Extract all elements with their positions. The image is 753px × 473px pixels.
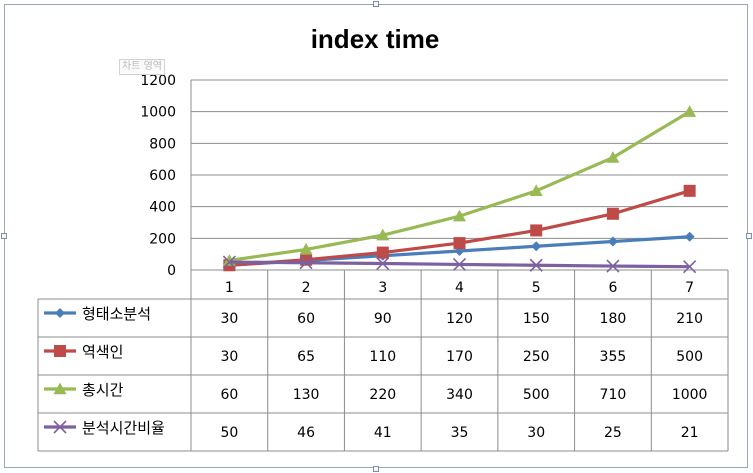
table-cell-value: 30 (527, 425, 545, 441)
table-cell-value: 180 (600, 311, 627, 327)
table-cell-value: 90 (374, 311, 392, 327)
point-marker (683, 105, 697, 117)
table-cell-value: 150 (523, 311, 550, 327)
point-marker (54, 345, 66, 357)
resize-handle-left[interactable] (1, 233, 7, 239)
point-marker (606, 207, 619, 220)
point-marker (299, 256, 313, 270)
point-marker (376, 246, 389, 259)
marker-stroke (376, 256, 390, 271)
table-cell-value: 500 (523, 387, 550, 403)
point-marker (55, 308, 65, 318)
table-cell-value: 50 (220, 425, 238, 441)
marker-stroke (452, 257, 467, 272)
table-cell-value: 65 (297, 349, 315, 365)
point-marker (300, 253, 313, 266)
table-cell-value: 30 (220, 349, 238, 365)
marker-stroke (606, 259, 620, 273)
series-4 (222, 255, 697, 274)
table-cell-value: 41 (374, 425, 392, 441)
table-cell-value: 355 (600, 349, 627, 365)
chart-title: index time (311, 24, 440, 54)
point-marker (530, 224, 543, 237)
table-cell-value: 130 (293, 387, 320, 403)
point-marker (607, 236, 618, 247)
legend-label: 형태소분석 (82, 305, 151, 323)
point-marker (376, 256, 390, 271)
table-cell-value: 110 (369, 349, 396, 365)
legend-label: 역색인 (82, 343, 123, 361)
point-marker (222, 255, 236, 269)
point-marker (299, 242, 313, 255)
marker-stroke (53, 420, 67, 434)
table-cell-value: 60 (297, 311, 315, 327)
legend-label: 총시간 (82, 381, 124, 399)
series-2 (223, 184, 696, 272)
point-marker (529, 258, 543, 272)
resize-handle-top[interactable] (373, 1, 379, 7)
marker-stroke (222, 255, 236, 269)
point-marker (606, 259, 620, 273)
y-tick-label: 800 (149, 136, 176, 152)
point-marker (529, 184, 543, 197)
data-table: 1 2 3 4 5 6 7 형태소분석 30 60 90 120 150 180 210 역색인 30 65 110… (37, 269, 729, 452)
marker-stroke (299, 256, 313, 270)
y-tick-label: 600 (149, 168, 176, 184)
table-cell-value: 500 (676, 349, 703, 365)
y-tick-label: 1000 (140, 105, 176, 121)
table-cell-value: 170 (446, 349, 473, 365)
table-cell-value: 35 (451, 425, 469, 441)
x-tick-label: 6 (608, 280, 617, 296)
point-marker (53, 420, 67, 434)
point-marker (683, 184, 696, 197)
table-cell-value: 30 (220, 311, 238, 327)
x-tick-label: 7 (685, 280, 694, 296)
marker-stroke (683, 260, 697, 274)
table-cell-value: 1000 (672, 387, 708, 403)
point-marker (453, 209, 466, 222)
table-cell-value: 21 (681, 425, 699, 441)
table-cell-value: 46 (297, 425, 315, 441)
point-marker (684, 231, 695, 242)
legend-label: 분석시간비율 (82, 419, 165, 437)
resize-handle-bottom[interactable] (373, 466, 379, 472)
point-marker (376, 228, 390, 241)
plot-series (222, 105, 697, 274)
y-tick-label: 0 (167, 263, 176, 279)
table-cell-value: 60 (220, 387, 238, 403)
table-cell-value: 120 (446, 311, 473, 327)
point-marker (531, 241, 542, 252)
point-marker (452, 257, 467, 272)
table-cell-value: 710 (600, 387, 627, 403)
marker-stroke (529, 258, 543, 272)
x-tick-label: 4 (455, 280, 464, 296)
x-tick-label: 1 (225, 280, 234, 296)
chart-area-tooltip: 차트 영역 (119, 59, 165, 75)
table-cell-value: 340 (446, 387, 473, 403)
x-tick-label: 3 (378, 280, 387, 296)
y-tick-label: 400 (149, 200, 176, 216)
x-tick-label: 5 (532, 280, 541, 296)
table-cell-value: 210 (676, 311, 703, 327)
resize-handle-right[interactable] (746, 233, 752, 239)
table-cell-value: 220 (369, 387, 396, 403)
point-marker (683, 260, 697, 274)
point-marker (53, 382, 67, 395)
series-3 (222, 105, 697, 266)
table-cell-value: 250 (523, 349, 550, 365)
y-tick-label: 1200 (140, 73, 176, 89)
point-marker (453, 237, 466, 250)
point-marker (606, 151, 620, 163)
y-tick-label: 200 (149, 231, 176, 247)
table-cell-value: 25 (604, 425, 622, 441)
y-axis-ticks: 0 200 400 600 800 1000 1200 (140, 73, 176, 279)
x-tick-label: 2 (302, 280, 311, 296)
